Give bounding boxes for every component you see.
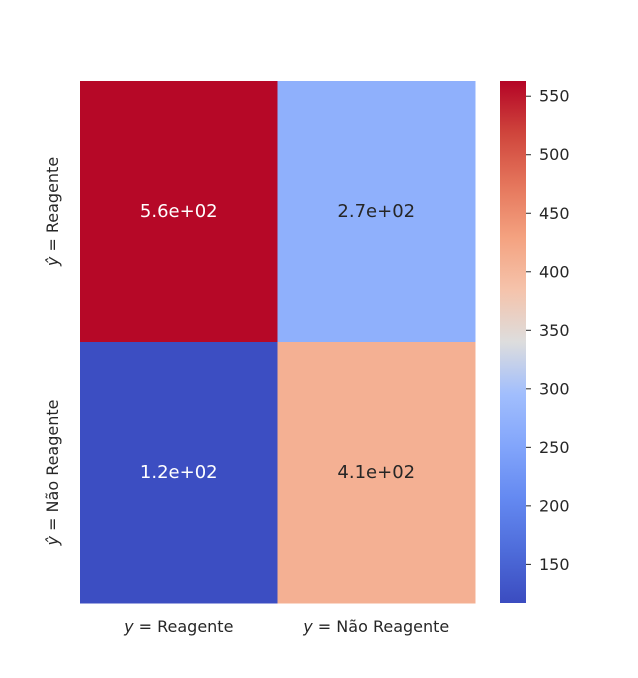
column-label-text: Não Reagente <box>336 617 449 636</box>
row-label-prefix: ŷ = <box>43 233 62 267</box>
heatmap-cells: 5.6e+02 2.7e+02 1.2e+02 4.1e+02 <box>80 81 476 604</box>
column-label-prefix: y = <box>123 617 157 636</box>
column-label-prefix: y = <box>302 617 336 636</box>
colorbar-tick-label: 200 <box>539 496 570 515</box>
row-label: ŷ = Não Reagente <box>43 400 62 547</box>
heatmap-cell <box>277 81 476 343</box>
heatmap-cell <box>277 342 476 604</box>
row-label-text: Não Reagente <box>43 400 62 513</box>
colorbar: 150 200 250 300 350 400 450 500 550 <box>500 81 570 603</box>
cell-annotation: 4.1e+02 <box>337 462 415 483</box>
column-label: y = Não Reagente <box>302 617 449 636</box>
cell-annotation: 2.7e+02 <box>337 201 415 222</box>
row-label-prefix: ŷ = <box>43 512 62 546</box>
cell-annotation: 5.6e+02 <box>140 201 218 222</box>
colorbar-tick-label: 500 <box>539 145 570 164</box>
colorbar-gradient <box>500 81 526 603</box>
colorbar-tick-label: 450 <box>539 204 570 223</box>
row-label-text: Reagente <box>43 157 62 233</box>
colorbar-tick-label: 250 <box>539 438 570 457</box>
row-label: ŷ = Reagente <box>43 157 62 267</box>
column-label-text: Reagente <box>157 617 233 636</box>
colorbar-tick-label: 300 <box>539 379 570 398</box>
cell-annotation: 1.2e+02 <box>140 462 218 483</box>
heatmap-cell <box>80 342 278 604</box>
heatmap-cell <box>80 81 278 343</box>
column-labels: y = Reagente y = Não Reagente <box>123 617 449 636</box>
colorbar-tick-label: 550 <box>539 87 570 106</box>
colorbar-tick-label: 150 <box>539 555 570 574</box>
colorbar-tick-label: 400 <box>539 262 570 281</box>
colorbar-tick-label: 350 <box>539 321 570 340</box>
column-label: y = Reagente <box>123 617 233 636</box>
